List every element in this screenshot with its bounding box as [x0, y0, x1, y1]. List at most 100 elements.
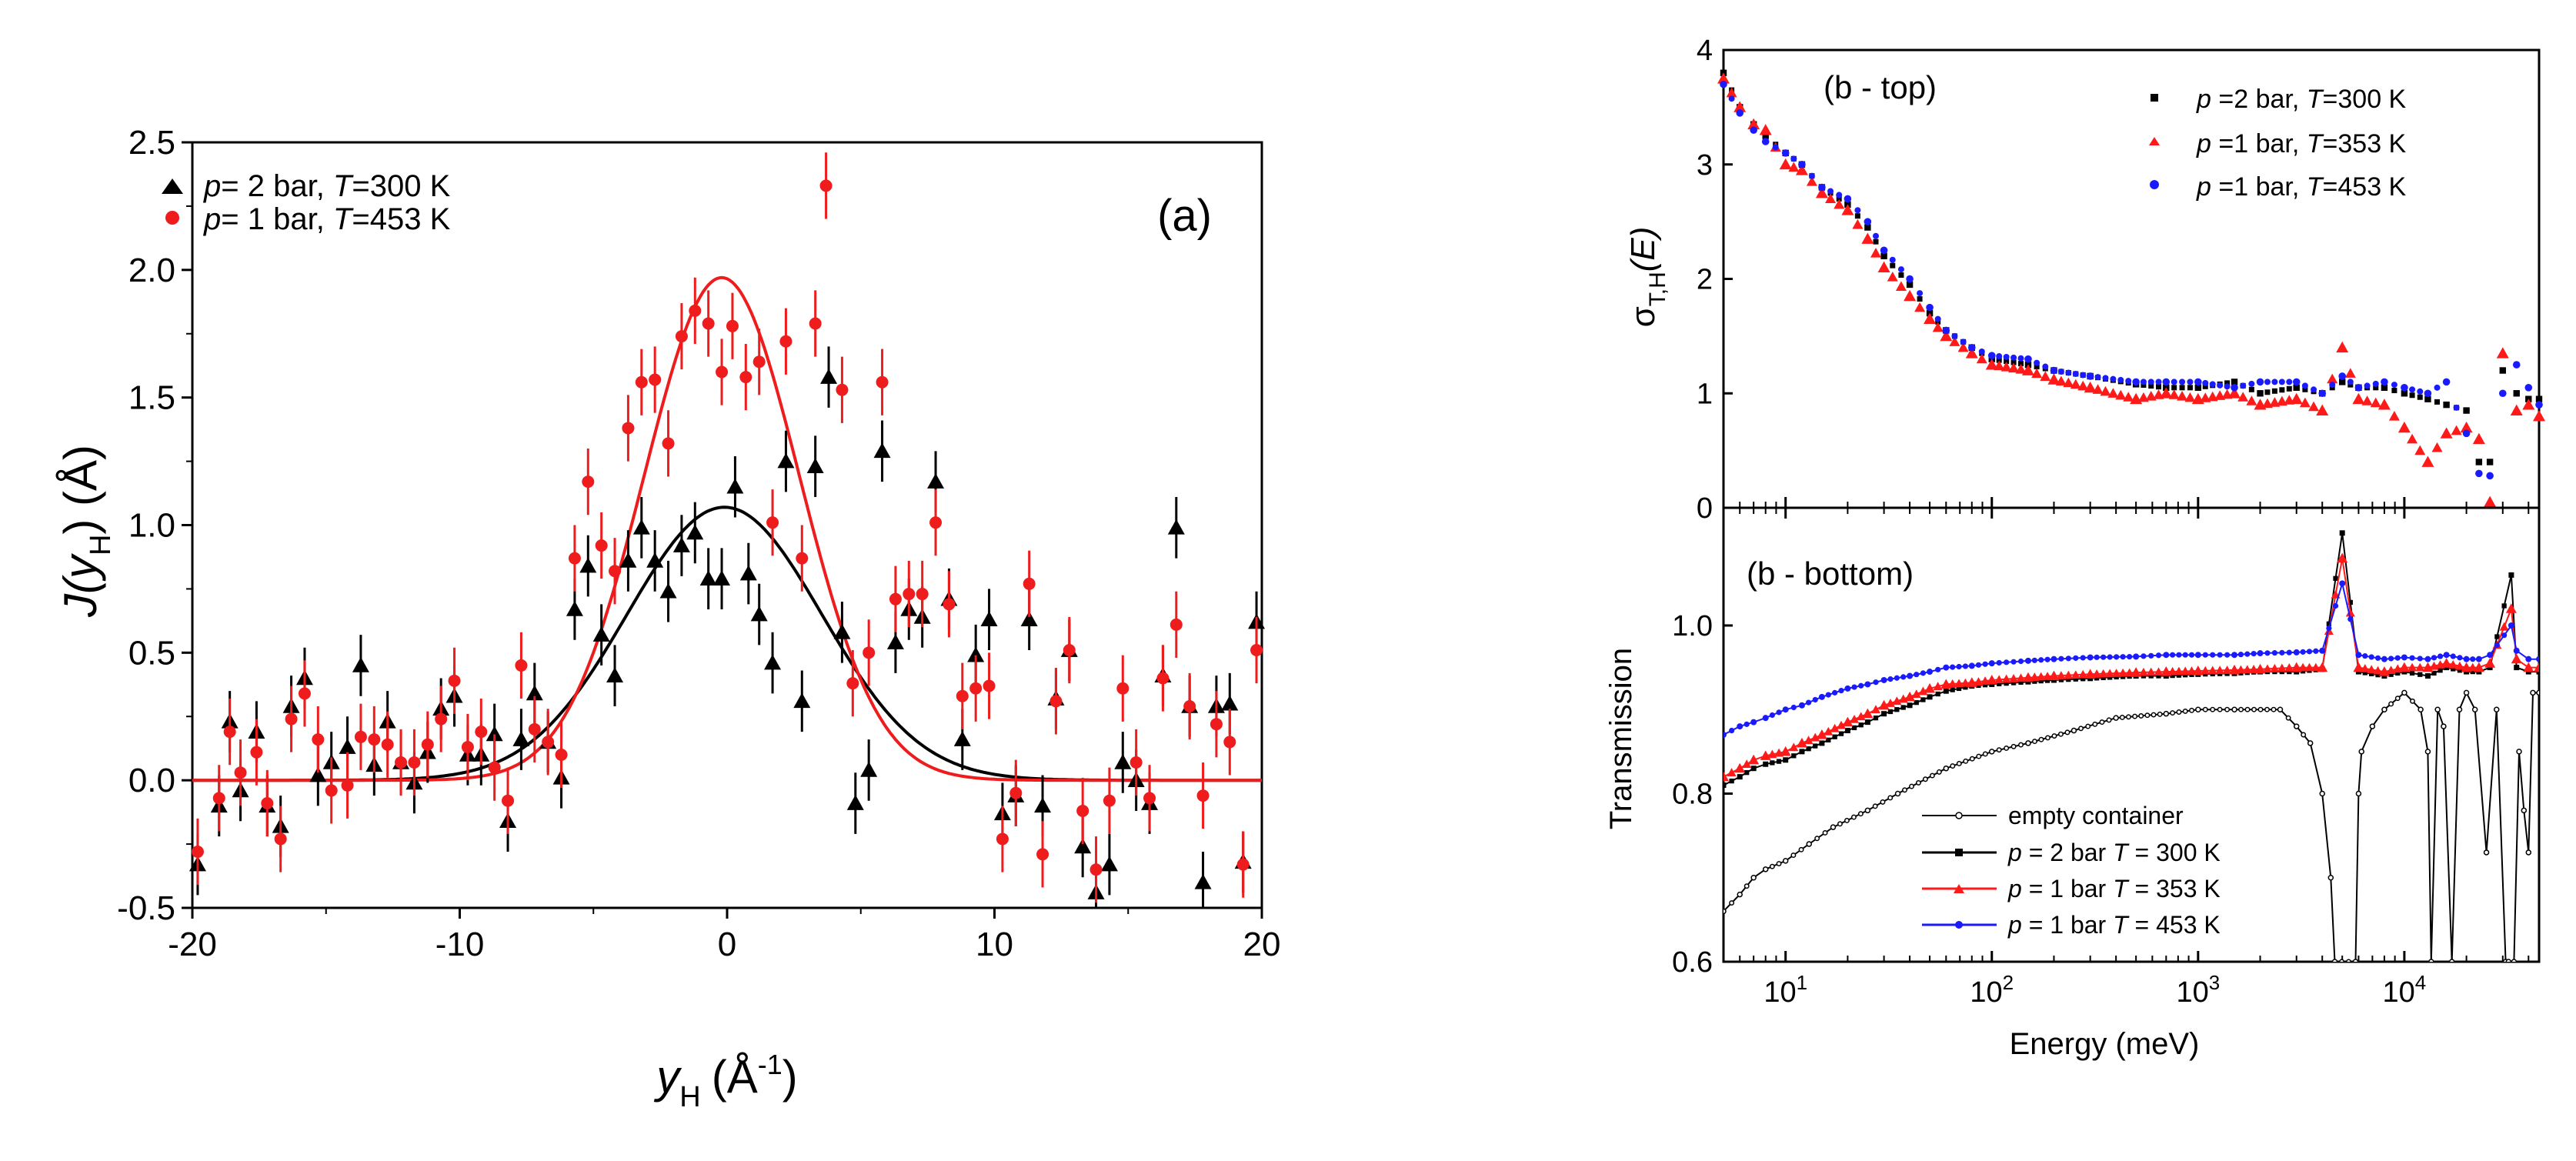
data-point-circle — [2286, 649, 2292, 656]
data-point-triangle — [980, 611, 998, 627]
data-point-circle — [502, 794, 515, 807]
legend-label-red: p= 1 bar, T=453 K — [203, 202, 451, 236]
data-point-open-circle — [2441, 723, 2447, 729]
y-tick-label: 4 — [1697, 35, 1713, 67]
data-point-circle — [2313, 648, 2319, 654]
data-point-circle — [2271, 649, 2278, 656]
data-point-circle — [1156, 672, 1170, 685]
data-point-triangle — [1870, 248, 1881, 258]
data-point-circle — [2148, 652, 2154, 659]
data-point-triangle — [1885, 699, 1895, 707]
data-point-square — [2032, 679, 2037, 684]
panel-a-legend: p= 2 bar, T=300 K p= 1 bar, T=453 K — [162, 169, 451, 236]
data-point-open-circle — [2157, 711, 2163, 717]
data-point-circle — [2101, 654, 2107, 660]
data-point-triangle — [2181, 666, 2191, 676]
data-point-circle — [285, 712, 298, 726]
data-point-circle — [2525, 656, 2532, 662]
data-point-triangle — [2523, 662, 2534, 672]
x-tick-label: 104 — [2383, 971, 2427, 1009]
data-point-circle — [2210, 652, 2216, 658]
data-point-triangle — [1747, 118, 1760, 130]
data-point-circle — [766, 516, 779, 529]
data-point-open-circle — [2331, 959, 2338, 962]
data-point-circle — [2437, 653, 2444, 659]
data-point-circle — [2409, 655, 2415, 661]
data-point-circle — [1827, 188, 1834, 195]
data-point-open-circle — [2038, 736, 2044, 742]
data-point-circle — [2354, 384, 2363, 392]
data-point-triangle — [927, 473, 945, 489]
data-point-circle — [1907, 672, 1914, 679]
data-point-triangle — [2047, 373, 2060, 385]
data-point-circle — [2450, 653, 2456, 659]
data-point-open-circle — [1850, 814, 1857, 820]
x-tick-base: 10 — [2383, 976, 2415, 1009]
data-point-circle — [1790, 704, 1797, 711]
data-point-triangle — [486, 726, 503, 742]
data-point-circle — [1880, 246, 1888, 255]
data-point-triangle — [1830, 723, 1840, 732]
data-point-circle — [2086, 372, 2094, 380]
data-point-square — [1943, 688, 1949, 694]
data-point-circle — [582, 475, 595, 489]
data-point-open-circle — [2428, 959, 2434, 962]
data-point-square — [2279, 387, 2285, 393]
data-point-circle — [2017, 658, 2024, 665]
data-point-circle — [739, 371, 752, 384]
data-point-square — [1776, 759, 1782, 764]
data-point-square — [1996, 357, 2002, 363]
data-point-triangle — [2249, 665, 2259, 673]
data-point-circle — [2117, 376, 2124, 383]
data-point-triangle — [2308, 401, 2320, 412]
data-point-circle — [796, 552, 809, 565]
data-point-open-circle — [2293, 723, 2300, 729]
data-point-circle — [2162, 378, 2171, 386]
data-point-circle — [2463, 656, 2470, 662]
data-point-circle — [2231, 652, 2238, 659]
data-point-triangle — [1870, 705, 1880, 714]
data-point-circle — [2171, 379, 2177, 385]
data-point-circle — [1023, 577, 1036, 590]
y-tick-label: 0.8 — [1672, 778, 1713, 810]
data-point-triangle — [1727, 768, 1737, 776]
data-point-circle — [1143, 792, 1156, 805]
data-point-open-circle — [1776, 861, 1782, 866]
data-point-circle — [2286, 379, 2293, 385]
data-point-circle — [2182, 652, 2188, 658]
x-tick-label: 102 — [1970, 971, 2014, 1009]
data-point-circle — [2038, 657, 2044, 663]
data-point-circle — [2087, 654, 2094, 661]
data-point-triangle — [1074, 838, 1092, 854]
data-point-square — [2381, 384, 2388, 392]
data-point-open-circle — [2355, 790, 2362, 797]
data-point-open-circle — [1894, 790, 1901, 797]
data-point-circle — [1818, 693, 1825, 700]
data-point-triangle — [860, 761, 878, 777]
data-point-square — [2362, 670, 2367, 676]
data-point-circle — [1089, 863, 1103, 876]
data-point-triangle — [1994, 360, 2005, 371]
panel-b-bottom-label: (b - bottom) — [1747, 555, 1914, 592]
data-point-circle — [2443, 652, 2450, 659]
ylabel-sub: H — [85, 535, 117, 555]
data-point-square — [2326, 621, 2332, 626]
panel-b-top: 0 1 2 3 4 — [1697, 35, 2545, 525]
x-tick-exponent: 1 — [1797, 971, 1807, 994]
data-point-square — [1826, 737, 1831, 742]
data-point-triangle — [1949, 336, 1960, 346]
data-point-circle — [1103, 794, 1116, 807]
data-point-square — [2179, 385, 2185, 391]
data-point-circle — [1988, 660, 1995, 667]
data-point-open-circle — [2045, 735, 2050, 741]
data-point-circle — [2374, 655, 2381, 661]
data-point-circle — [1978, 348, 1985, 355]
data-point-triangle — [1918, 686, 1928, 696]
data-point-circle — [1750, 126, 1757, 134]
data-point-triangle — [846, 795, 864, 810]
data-point-triangle — [2070, 379, 2081, 389]
data-point-open-circle — [2144, 712, 2151, 719]
data-point-circle — [2535, 401, 2543, 409]
data-point-circle — [223, 726, 236, 739]
data-point-square — [1898, 272, 1904, 279]
